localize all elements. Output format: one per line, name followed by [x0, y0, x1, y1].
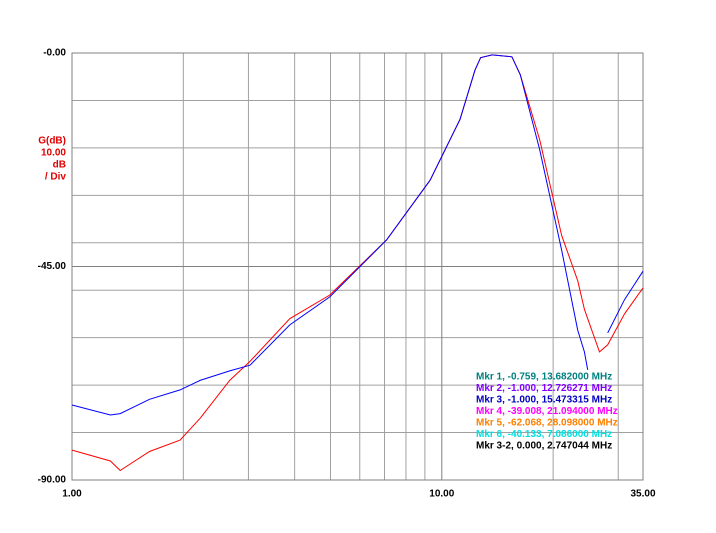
marker-readout: Mkr 1, -0.759, 13.682000 MHz [476, 372, 612, 383]
marker-readout: Mkr 5, -62.068, 28.098000 MHz [476, 418, 618, 429]
y-axis-label: 10.00 [41, 148, 66, 159]
trace [71, 54, 589, 416]
y-tick-label: -45.00 [38, 261, 67, 272]
y-tick-label: -0.00 [43, 48, 66, 59]
marker-readout: Mkr 2, -1.000, 12.726271 MHz [476, 383, 612, 394]
y-axis-label: dB [53, 160, 66, 171]
marker-readout: Mkr 4, -39.008, 21.094000 MHz [476, 406, 618, 417]
x-tick-label: 10.00 [429, 489, 454, 500]
marker-readout: Mkr 3, -1.000, 15.473315 MHz [476, 395, 612, 406]
marker-readout: Mkr 3-2, 0.000, 2.747044 MHz [476, 441, 612, 452]
y-axis-label: G(dB) [38, 136, 66, 147]
x-tick-label: 35.00 [630, 489, 655, 500]
y-axis-label: / Div [45, 172, 67, 183]
y-tick-label: -90.00 [38, 475, 67, 486]
marker-readout: Mkr 6, -40.133, 7.086000 MHz [476, 429, 612, 440]
x-tick-label: 1.00 [62, 489, 82, 500]
trace [607, 270, 644, 334]
